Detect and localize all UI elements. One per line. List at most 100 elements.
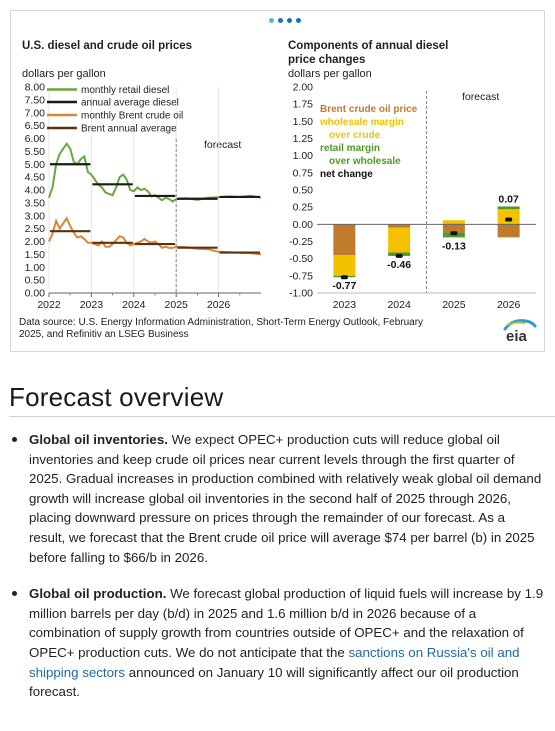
y-tick-label: 4.50	[25, 172, 46, 184]
eia-logo[interactable]: eia	[502, 317, 538, 343]
y-tick-label: 2.00	[25, 236, 46, 248]
net-change-marker	[395, 253, 403, 258]
bullet-heading: Global oil production.	[29, 586, 167, 602]
section-divider	[9, 416, 555, 417]
source-note-line: 2025, and Refinitiv an LSEG Business	[19, 329, 189, 340]
y-tick-label: 5.50	[25, 146, 46, 158]
y-tick-label: 1.75	[293, 99, 314, 111]
x-tick-label: 2024	[122, 299, 146, 311]
x-tick-label: 2025	[165, 299, 189, 311]
y-tick-label: 2.00	[293, 82, 314, 94]
y-tick-label: 5.00	[25, 159, 46, 171]
y-tick-label: -0.50	[289, 253, 313, 265]
left-chart-forecast-label: forecast	[204, 139, 241, 151]
legend-label: annual average diesel	[81, 98, 179, 109]
y-tick-label: 3.00	[25, 210, 46, 222]
y-tick-label: 1.25	[293, 133, 314, 145]
bar-segment-wholesale	[442, 220, 465, 225]
y-tick-label: 0.50	[25, 275, 46, 287]
y-tick-label: 1.00	[293, 150, 314, 162]
charts-svg: U.S. diesel and crude oil prices dollars…	[22, 40, 536, 311]
x-tick-label: 2024	[387, 299, 411, 311]
y-tick-label: 0.75	[293, 167, 314, 179]
carousel-dot[interactable]	[296, 18, 301, 23]
sanctions-link[interactable]: sanctions on Russia's oil and shipping s…	[29, 644, 520, 680]
y-tick-label: 4.00	[25, 185, 46, 197]
logo-swoosh-green	[506, 321, 526, 327]
net-change-marker	[450, 231, 458, 236]
bar-segment-retail	[497, 206, 520, 210]
right-chart-axis: -1.00 -0.75 -0.50 -0.25 0.00 0.25 0.50 0.75 1.00…	[289, 82, 536, 311]
bullet-global-oil-inventories: Global oil inventories. We expect OPEC+ …	[9, 430, 544, 567]
y-tick-label: 6.50	[25, 120, 46, 132]
y-tick-label: 6.00	[25, 133, 46, 145]
net-change-label: -0.46	[387, 259, 411, 271]
section-title: Forecast overview	[9, 382, 224, 412]
right-chart-legend: Brent crude oil price wholesale margin ove…	[319, 104, 418, 180]
x-tick-label: 2026	[207, 299, 231, 311]
series-line	[48, 141, 262, 203]
x-tick-label: 2025	[442, 299, 466, 311]
chart-figure-card: U.S. diesel and crude oil prices dollars…	[10, 10, 545, 352]
bullet-text: announced on January 10 will significant…	[29, 664, 519, 700]
series-line	[48, 216, 262, 256]
y-tick-label: 1.50	[293, 116, 314, 128]
bar-segment-wholesale	[388, 227, 411, 253]
x-tick-label: 2023	[333, 299, 357, 311]
carousel-dot[interactable]	[278, 18, 283, 23]
source-note-line: Data source: U.S. Energy Information Adm…	[19, 317, 424, 328]
legend-label: monthly retail diesel	[81, 85, 169, 96]
left-chart-axis: 0.000.501.001.502.002.503.003.504.004.50…	[25, 82, 261, 311]
bullet-global-oil-production: Global oil production. We forecast globa…	[9, 584, 544, 702]
right-chart-forecast-label: forecast	[462, 91, 499, 103]
bar-segment-brent	[497, 224, 520, 238]
y-tick-label: 7.00	[25, 107, 46, 119]
right-chart-title-line2: price changes	[288, 54, 365, 66]
legend-label: net change	[320, 169, 373, 180]
y-tick-label: -0.75	[289, 270, 313, 282]
y-tick-label: 0.50	[293, 185, 314, 197]
y-tick-label: 2.50	[25, 223, 46, 235]
bar-segment-wholesale	[333, 255, 356, 276]
right-chart-bars: -0.77 -0.46 -0.13 0.07	[332, 193, 520, 292]
left-chart-title: U.S. diesel and crude oil prices	[22, 40, 192, 52]
net-change-label: 0.07	[498, 193, 519, 205]
carousel-dot[interactable]	[287, 18, 292, 23]
bar-segment-brent	[442, 224, 465, 233]
legend-label: Brent crude oil price	[320, 104, 418, 115]
legend-label: monthly Brent crude oil	[81, 111, 183, 122]
legend-label: wholesale margin	[319, 117, 404, 128]
y-tick-label: 1.00	[25, 262, 46, 274]
left-chart-ylabel: dollars per gallon	[22, 68, 106, 80]
bullet-text: We expect OPEC+ production cuts will red…	[29, 432, 542, 565]
y-tick-label: -0.25	[289, 236, 313, 248]
forecast-bullet-list: Global oil inventories. We expect OPEC+ …	[9, 430, 544, 719]
y-tick-label: 3.50	[25, 197, 46, 209]
net-change-marker	[505, 217, 513, 222]
legend-label: over crude	[329, 130, 381, 141]
carousel-dots[interactable]	[269, 18, 301, 23]
x-tick-label: 2026	[497, 299, 521, 311]
right-chart-ylabel: dollars per gallon	[288, 68, 372, 80]
bar-segment-wholesale	[497, 209, 520, 225]
legend-label: retail margin	[320, 143, 380, 154]
net-change-marker	[340, 275, 348, 280]
y-tick-label: 0.00	[293, 219, 314, 231]
left-chart-series	[48, 141, 262, 256]
y-tick-label: 0.25	[293, 202, 314, 214]
bar-segment-brent	[333, 224, 356, 256]
carousel-dot[interactable]	[269, 18, 274, 23]
bar-segment-brent	[388, 224, 411, 228]
x-tick-label: 2023	[80, 299, 104, 311]
x-tick-label: 2022	[37, 299, 61, 311]
logo-text: eia	[506, 328, 528, 343]
source-note: Data source: U.S. Energy Information Adm…	[19, 317, 469, 341]
y-tick-label: 1.50	[25, 249, 46, 261]
left-chart-legend: monthly retail diesel annual average die…	[47, 85, 183, 135]
y-tick-label: -1.00	[289, 288, 313, 300]
legend-label: over wholesale	[329, 156, 401, 167]
left-chart-grid	[48, 87, 220, 293]
right-chart-title: Components of annual diesel	[288, 40, 448, 52]
net-change-label: -0.77	[332, 280, 356, 292]
legend-label: Brent annual average	[81, 124, 177, 135]
